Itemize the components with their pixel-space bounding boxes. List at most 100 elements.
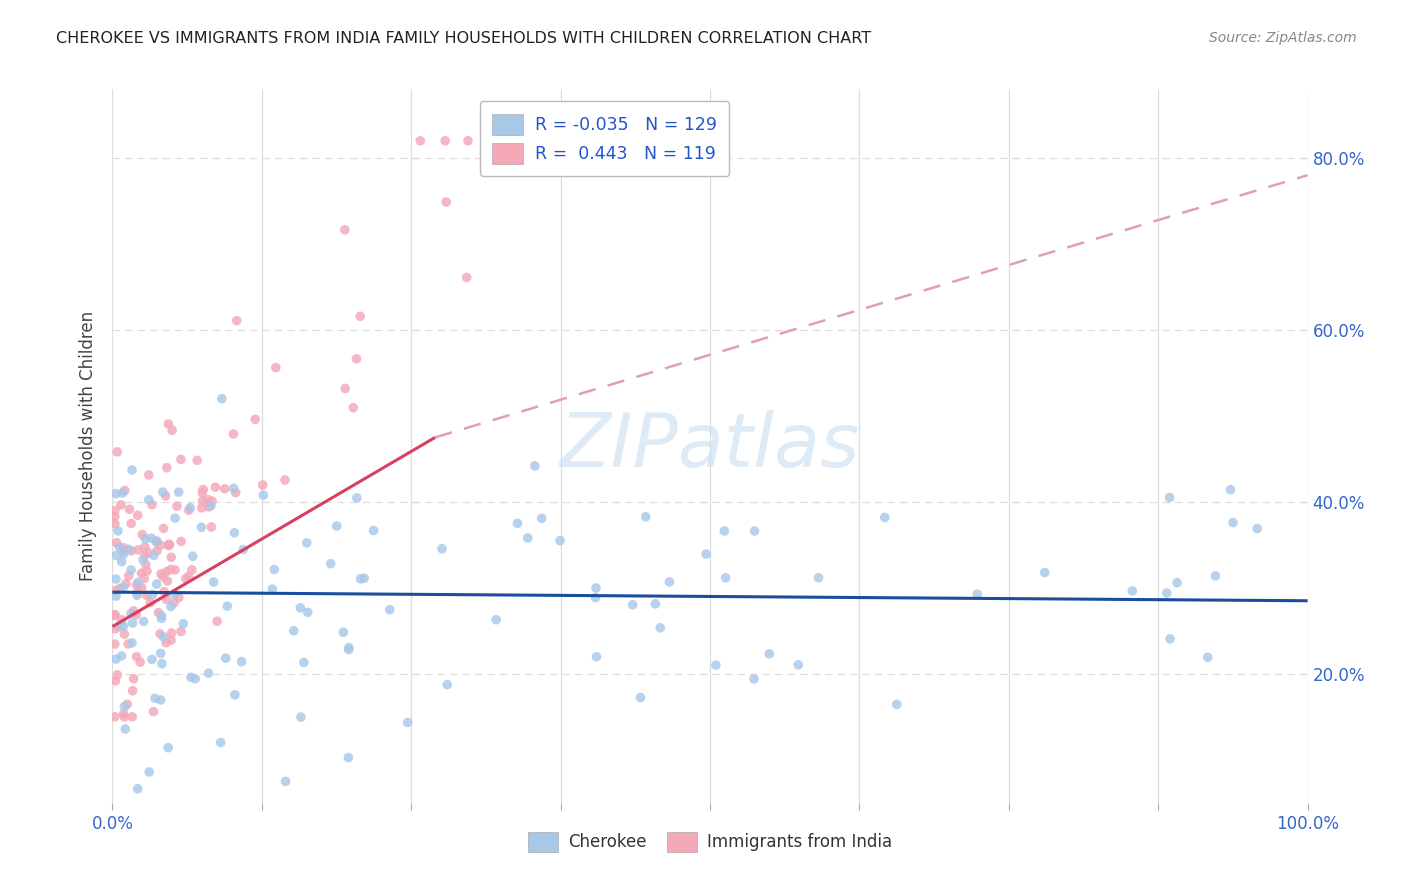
Point (114, 722, 136, 736)
Point (650, 621, 672, 635)
Point (155, 489, 177, 503)
Point (245, 412, 267, 426)
Point (225, 485, 247, 500)
Point (197, 492, 219, 507)
Point (152, 521, 174, 535)
Point (1159, 491, 1181, 505)
Point (125, 588, 148, 602)
Point (297, 605, 319, 619)
Point (873, 510, 896, 524)
Point (630, 690, 652, 705)
Point (200, 520, 222, 534)
Point (1197, 650, 1219, 665)
Point (136, 545, 159, 559)
Point (1121, 584, 1143, 599)
Point (138, 764, 160, 779)
Point (156, 574, 179, 588)
Point (149, 646, 172, 660)
Point (149, 693, 172, 707)
Point (179, 500, 201, 515)
Point (165, 511, 187, 525)
Point (121, 636, 143, 650)
Point (110, 498, 132, 512)
Point (160, 599, 183, 614)
Point (232, 542, 254, 557)
Point (150, 608, 173, 623)
Point (186, 453, 208, 467)
Point (125, 578, 148, 592)
Point (163, 563, 186, 577)
Point (283, 624, 305, 638)
Point (222, 481, 245, 495)
Point (160, 633, 183, 648)
Point (191, 486, 214, 500)
Point (110, 618, 132, 632)
Point (122, 672, 145, 686)
Point (485, 613, 508, 627)
Point (134, 572, 156, 586)
Point (714, 571, 737, 585)
Point (112, 619, 135, 633)
Point (180, 563, 202, 577)
Point (378, 603, 401, 617)
Point (704, 658, 727, 673)
Point (396, 715, 419, 730)
Point (190, 520, 212, 534)
Point (143, 691, 166, 706)
Point (104, 710, 127, 724)
Point (112, 706, 135, 721)
Point (149, 538, 172, 552)
Point (108, 541, 131, 555)
Point (516, 531, 538, 545)
Point (150, 566, 173, 581)
Point (112, 627, 135, 641)
Text: ZIPatlas: ZIPatlas (560, 410, 860, 482)
Point (163, 596, 186, 610)
Point (634, 509, 657, 524)
Point (742, 672, 765, 686)
Point (131, 581, 153, 595)
Point (621, 598, 644, 612)
Point (346, 351, 368, 366)
Point (125, 607, 148, 622)
Point (105, 486, 128, 500)
Point (112, 541, 135, 555)
Point (292, 656, 315, 670)
Point (152, 630, 174, 644)
Point (157, 537, 180, 551)
Point (155, 635, 177, 649)
Point (110, 613, 132, 627)
Point (337, 642, 360, 657)
Point (121, 710, 143, 724)
Point (274, 774, 297, 789)
Point (115, 576, 138, 591)
Point (134, 532, 156, 546)
Point (190, 500, 212, 515)
Point (112, 580, 135, 594)
Point (523, 458, 546, 473)
Point (125, 649, 148, 664)
Point (120, 607, 142, 621)
Point (170, 534, 193, 549)
Point (108, 582, 131, 596)
Point (217, 599, 239, 614)
Point (104, 622, 127, 636)
Point (138, 468, 160, 483)
Point (152, 569, 174, 583)
Point (713, 524, 735, 538)
Point (342, 401, 364, 415)
Point (160, 626, 183, 640)
Text: CHEROKEE VS IMMIGRANTS FROM INDIA FAMILY HOUSEHOLDS WITH CHILDREN CORRELATION CH: CHEROKEE VS IMMIGRANTS FROM INDIA FAMILY… (56, 31, 872, 46)
Point (222, 427, 245, 442)
Point (120, 516, 142, 531)
Point (457, 134, 479, 148)
Point (430, 541, 453, 556)
Point (1222, 516, 1244, 530)
Point (333, 223, 356, 237)
Point (434, 195, 457, 210)
Point (184, 672, 207, 686)
Point (117, 637, 139, 651)
Point (252, 488, 274, 502)
Point (138, 492, 160, 507)
Point (134, 540, 156, 554)
